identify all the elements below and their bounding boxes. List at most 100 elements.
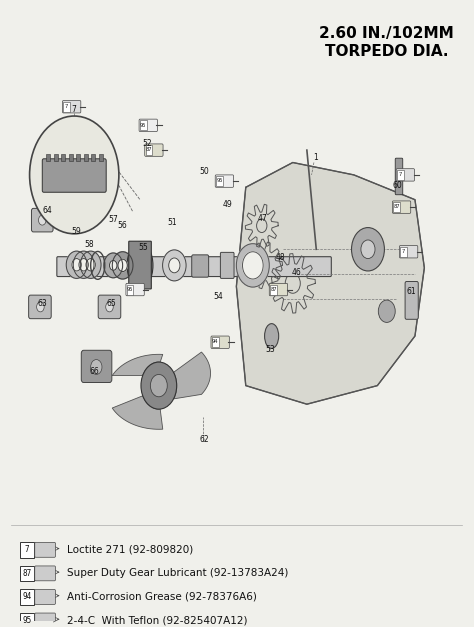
Text: 7: 7 <box>65 104 68 109</box>
Circle shape <box>73 251 94 278</box>
Circle shape <box>104 253 123 278</box>
Text: 54: 54 <box>214 292 223 302</box>
Text: 63: 63 <box>37 298 47 308</box>
Text: 2.60 IN./102MM
TORPEDO DIA.: 2.60 IN./102MM TORPEDO DIA. <box>319 26 454 58</box>
Text: 2-4-C  With Teflon (92-825407A12): 2-4-C With Teflon (92-825407A12) <box>67 616 248 626</box>
FancyBboxPatch shape <box>57 256 331 277</box>
Circle shape <box>72 258 81 271</box>
Text: 87: 87 <box>270 287 277 292</box>
Circle shape <box>163 250 186 281</box>
Bar <box>91 154 95 161</box>
Bar <box>54 154 58 161</box>
Circle shape <box>378 300 395 322</box>
FancyBboxPatch shape <box>397 170 404 180</box>
Circle shape <box>361 240 375 258</box>
Text: 95: 95 <box>127 287 133 292</box>
Text: 62: 62 <box>200 435 209 444</box>
FancyBboxPatch shape <box>393 202 400 212</box>
Text: Loctite 271 (92-809820): Loctite 271 (92-809820) <box>67 545 193 555</box>
Text: 7: 7 <box>25 545 29 554</box>
FancyBboxPatch shape <box>146 145 152 155</box>
Circle shape <box>169 258 180 273</box>
FancyBboxPatch shape <box>396 169 414 181</box>
Text: 94: 94 <box>23 593 32 601</box>
FancyBboxPatch shape <box>20 542 34 558</box>
Circle shape <box>237 244 269 287</box>
FancyBboxPatch shape <box>269 283 288 296</box>
FancyBboxPatch shape <box>20 613 34 627</box>
FancyBboxPatch shape <box>212 337 219 347</box>
Ellipse shape <box>264 324 279 349</box>
FancyBboxPatch shape <box>35 566 55 581</box>
Text: 87: 87 <box>146 147 152 152</box>
Text: 87: 87 <box>393 204 400 209</box>
FancyBboxPatch shape <box>401 247 407 256</box>
Text: 58: 58 <box>84 240 94 249</box>
Text: 50: 50 <box>200 167 210 176</box>
FancyBboxPatch shape <box>35 542 55 557</box>
Text: 47: 47 <box>258 214 267 223</box>
FancyBboxPatch shape <box>400 246 418 258</box>
Circle shape <box>58 170 67 182</box>
Text: 51: 51 <box>167 218 177 227</box>
Bar <box>76 154 81 161</box>
Text: 66: 66 <box>89 367 99 376</box>
FancyBboxPatch shape <box>81 350 112 382</box>
Text: 95: 95 <box>23 616 32 625</box>
Circle shape <box>38 215 46 225</box>
Circle shape <box>81 170 91 182</box>
Circle shape <box>106 302 113 312</box>
Text: 55: 55 <box>138 243 148 252</box>
Circle shape <box>141 362 177 409</box>
FancyBboxPatch shape <box>129 241 151 289</box>
Text: 59: 59 <box>72 228 82 236</box>
Ellipse shape <box>127 242 153 288</box>
FancyBboxPatch shape <box>31 208 53 232</box>
Circle shape <box>352 228 384 271</box>
Text: 95: 95 <box>216 178 223 183</box>
Circle shape <box>79 258 88 271</box>
Text: 65: 65 <box>106 298 116 308</box>
Bar <box>99 154 103 161</box>
Text: Super Duty Gear Lubricant (92-13783A24): Super Duty Gear Lubricant (92-13783A24) <box>67 569 289 578</box>
FancyBboxPatch shape <box>220 253 234 278</box>
Text: 46: 46 <box>292 268 301 277</box>
Circle shape <box>70 170 79 182</box>
Polygon shape <box>112 396 163 429</box>
Circle shape <box>29 116 119 234</box>
Text: 56: 56 <box>117 221 127 230</box>
FancyBboxPatch shape <box>98 295 121 319</box>
Circle shape <box>86 258 95 271</box>
FancyBboxPatch shape <box>191 255 209 277</box>
FancyBboxPatch shape <box>42 159 106 192</box>
Text: Anti-Corrosion Grease (92-78376A6): Anti-Corrosion Grease (92-78376A6) <box>67 592 257 602</box>
FancyBboxPatch shape <box>139 119 157 132</box>
Text: 87: 87 <box>23 569 32 578</box>
Polygon shape <box>237 162 424 404</box>
FancyBboxPatch shape <box>405 282 418 319</box>
FancyBboxPatch shape <box>211 336 229 349</box>
Polygon shape <box>173 352 210 399</box>
Text: 7: 7 <box>399 172 402 177</box>
Text: 52: 52 <box>142 139 152 149</box>
Text: 7: 7 <box>72 105 77 114</box>
Text: 48: 48 <box>275 253 285 262</box>
Polygon shape <box>112 354 163 376</box>
Text: 95: 95 <box>140 122 146 127</box>
FancyBboxPatch shape <box>145 144 163 156</box>
FancyBboxPatch shape <box>270 285 277 295</box>
Circle shape <box>81 251 101 278</box>
Circle shape <box>109 260 117 270</box>
Text: 7: 7 <box>402 249 405 254</box>
Text: 94: 94 <box>212 339 219 344</box>
FancyBboxPatch shape <box>127 285 134 295</box>
Bar <box>83 154 88 161</box>
Circle shape <box>46 170 55 182</box>
Circle shape <box>243 252 263 279</box>
Text: 53: 53 <box>265 345 275 354</box>
Text: 49: 49 <box>223 200 233 209</box>
Text: 1: 1 <box>313 153 318 162</box>
FancyBboxPatch shape <box>215 175 234 187</box>
Circle shape <box>118 259 128 271</box>
FancyBboxPatch shape <box>140 120 146 130</box>
